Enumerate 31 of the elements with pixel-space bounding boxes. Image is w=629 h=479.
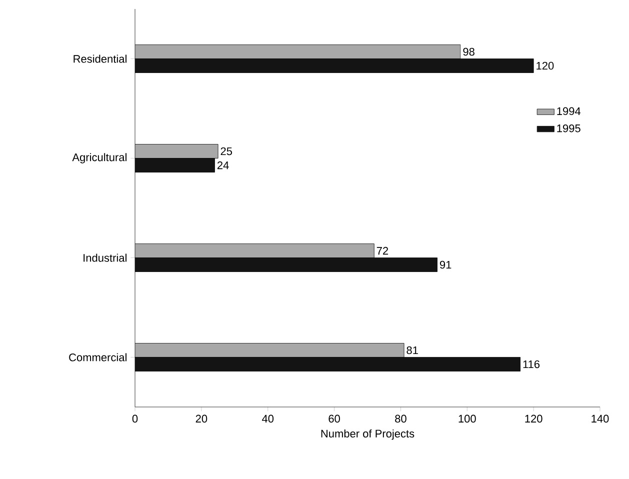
x-tick-label: 60 <box>328 414 340 423</box>
x-tick-label: 20 <box>196 414 208 423</box>
bar <box>135 44 461 59</box>
x-tick-label: 80 <box>395 414 406 423</box>
bar <box>135 357 520 372</box>
y-tick-label: Residential <box>74 54 126 63</box>
bar <box>135 244 374 258</box>
bar <box>135 58 534 73</box>
bar <box>135 144 218 158</box>
bar <box>135 158 215 172</box>
data-label: 116 <box>523 360 540 368</box>
data-label: 81 <box>406 346 418 354</box>
legend-label: 1994 <box>557 107 581 116</box>
y-tick-label: Commercial <box>69 353 126 362</box>
y-tick-label: Industrial <box>84 254 126 262</box>
x-tick-label: 140 <box>592 414 609 423</box>
data-label: 25 <box>220 147 232 156</box>
data-label: 72 <box>376 246 388 255</box>
x-tick-label: 100 <box>458 414 476 423</box>
y-tick-label: Agricultural <box>72 153 126 164</box>
data-label: 98 <box>463 48 474 56</box>
legend-label: 1995 <box>557 124 580 132</box>
data-label: 120 <box>536 62 554 70</box>
bar <box>135 343 404 358</box>
x-tick-label: 120 <box>525 414 542 423</box>
x-axis-title: Number of Projects <box>321 429 414 440</box>
data-label: 91 <box>440 260 452 269</box>
bar <box>135 258 438 272</box>
data-label: 24 <box>217 161 229 170</box>
x-tick-label: 40 <box>262 414 274 423</box>
x-tick-label: 0 <box>132 414 138 423</box>
